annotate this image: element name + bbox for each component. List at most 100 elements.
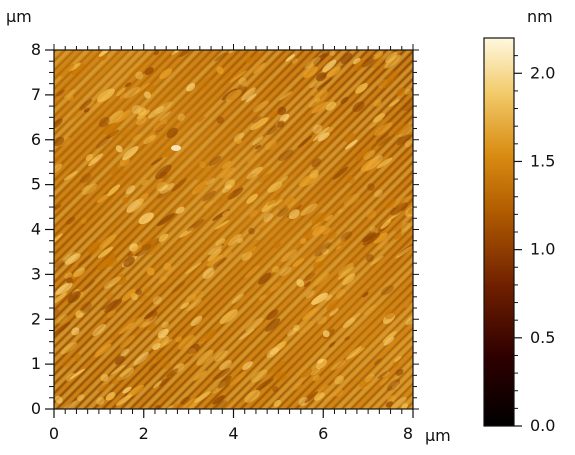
surface-grain xyxy=(152,296,162,305)
surface-grain xyxy=(124,86,141,99)
surface-grain xyxy=(266,347,279,358)
surface-grain xyxy=(404,88,412,95)
surface-grain xyxy=(310,367,321,376)
surface-grain xyxy=(395,368,404,376)
surface-grain xyxy=(54,74,59,80)
colorbar-ticks: 0.0 0.5 1.0 1.5 2.0 xyxy=(514,55,555,435)
surface-grain xyxy=(131,245,143,255)
surface-grain xyxy=(55,395,63,404)
surface-grain xyxy=(297,135,313,149)
surface-grain xyxy=(225,89,242,102)
surface-grain xyxy=(148,362,158,371)
surface-grain xyxy=(245,93,257,103)
surface-grain xyxy=(132,133,142,141)
surface-grain xyxy=(404,140,413,148)
surface-grain xyxy=(363,150,376,160)
surface-grain xyxy=(245,57,253,64)
y-tick-label: 0 xyxy=(31,399,41,418)
surface-grain xyxy=(119,92,128,99)
surface-grain xyxy=(143,134,156,145)
surface-grain xyxy=(211,381,227,394)
surface-grain xyxy=(322,59,337,73)
surface-grain xyxy=(216,192,234,206)
surface-grain xyxy=(98,116,110,128)
y-axis: 0 1 2 3 4 5 6 7 8 xyxy=(31,40,419,418)
surface-grain xyxy=(263,212,274,223)
surface-grain xyxy=(110,273,124,285)
surface-grain xyxy=(160,338,173,349)
surface-grain xyxy=(311,158,322,168)
surface-grain xyxy=(248,246,257,253)
surface-grain xyxy=(135,243,152,257)
surface-grain xyxy=(308,98,321,108)
surface-grain xyxy=(215,400,227,409)
surface-ridge xyxy=(54,50,155,152)
surface-grain xyxy=(221,71,231,81)
surface-grain xyxy=(185,294,197,303)
surface-grain xyxy=(382,331,397,343)
surface-grain xyxy=(119,334,136,348)
surface-ridge xyxy=(0,7,57,435)
surface-grain xyxy=(193,182,205,192)
surface-ridge xyxy=(54,50,119,115)
surface-grain xyxy=(321,50,330,58)
surface-ridge xyxy=(187,182,413,409)
surface-grain xyxy=(229,70,247,83)
surface-grain xyxy=(382,78,395,89)
surface-grain xyxy=(242,239,260,255)
surface-grain xyxy=(264,140,277,151)
surface-grain xyxy=(122,145,139,161)
y-tick-label: 2 xyxy=(31,309,41,328)
surface-grain xyxy=(317,316,328,325)
surface-grain xyxy=(246,193,258,204)
surface-grain xyxy=(75,309,84,318)
surface-grain xyxy=(157,189,170,199)
surface-grain xyxy=(365,253,374,262)
surface-grain xyxy=(311,101,329,114)
surface-grain xyxy=(344,336,350,341)
surface-grain xyxy=(258,272,272,285)
surface-grain xyxy=(311,89,319,96)
surface-grain xyxy=(73,267,86,278)
surface-grain xyxy=(81,185,89,191)
x-axis-unit: μm xyxy=(425,426,451,445)
surface-grain xyxy=(389,99,400,107)
surface-ridge xyxy=(0,7,20,435)
surface-grain xyxy=(299,173,319,187)
surface-grain xyxy=(54,118,63,129)
surface-grain xyxy=(159,68,173,80)
surface-grain xyxy=(119,157,130,167)
surface-ridge xyxy=(54,50,229,226)
surface-grain xyxy=(166,127,178,139)
surface-grain xyxy=(115,394,133,406)
surface-grain xyxy=(244,389,261,403)
surface-ridge xyxy=(196,191,413,409)
surface-grain xyxy=(212,257,227,268)
y-tick-label: 6 xyxy=(31,130,41,149)
surface-grain xyxy=(355,83,368,94)
surface-grain xyxy=(80,301,92,313)
surface-grain xyxy=(322,330,330,338)
surface-ridge xyxy=(334,330,413,409)
x-tick-label: 0 xyxy=(49,424,59,443)
surface-grain xyxy=(364,373,375,383)
surface-grain xyxy=(60,63,75,77)
surface-grain xyxy=(395,245,413,259)
surface-grain xyxy=(222,184,232,193)
surface-ridge xyxy=(150,145,413,409)
surface-grain xyxy=(393,195,412,209)
surface-grain xyxy=(393,123,410,136)
surface-grain xyxy=(370,255,384,266)
surface-grain xyxy=(284,201,303,215)
surface-grain xyxy=(67,291,81,304)
surface-grain xyxy=(202,268,215,279)
afm-stripe-texture xyxy=(0,7,413,435)
surface-grain xyxy=(109,166,119,175)
surface-grain xyxy=(153,50,160,56)
surface-grain xyxy=(154,404,161,409)
surface-grain xyxy=(154,164,172,180)
surface-grain xyxy=(250,369,268,383)
surface-grain xyxy=(384,198,397,210)
surface-ridge xyxy=(113,108,413,409)
surface-ridge xyxy=(54,50,247,244)
